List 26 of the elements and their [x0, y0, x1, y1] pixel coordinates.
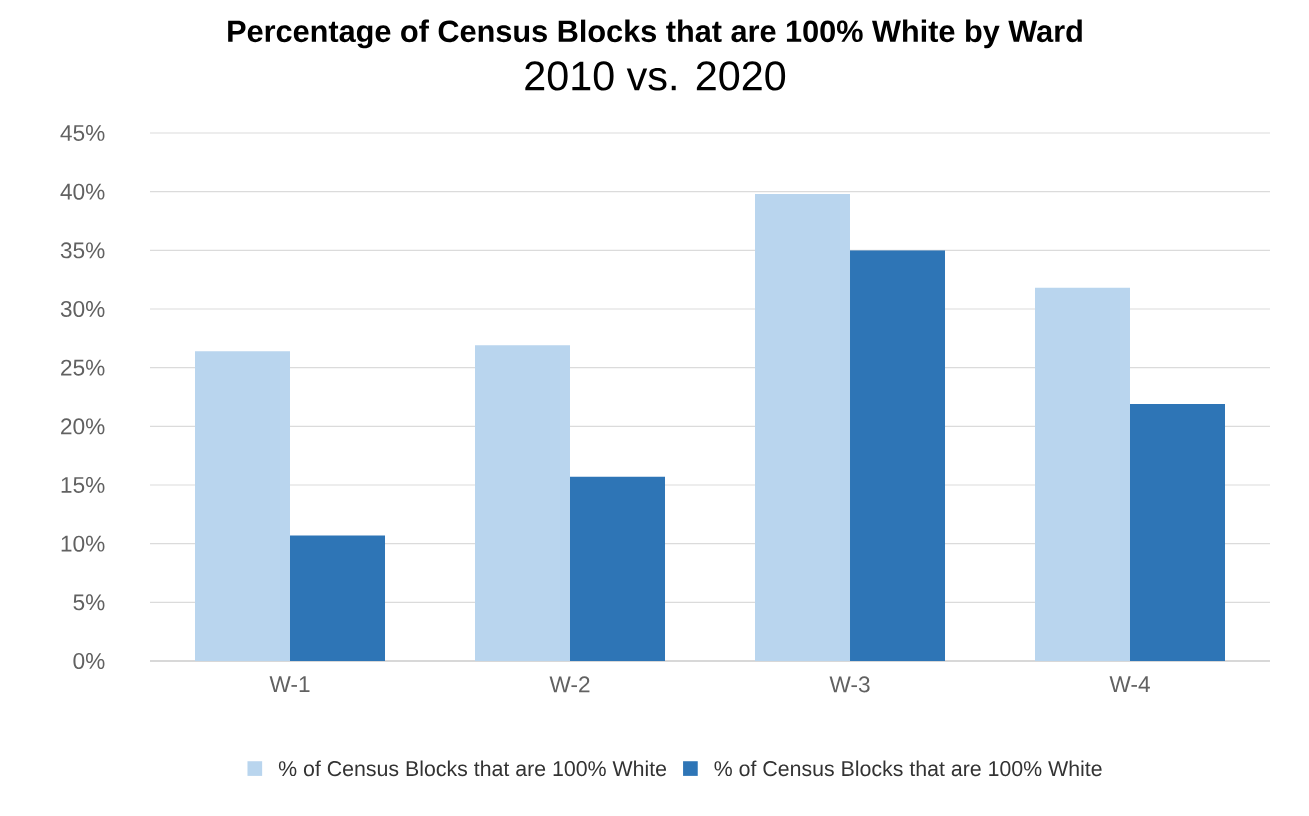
x-tick-label: W-4	[1109, 676, 1150, 692]
bar	[570, 476, 666, 661]
y-tick-label: 45%	[60, 125, 105, 141]
y-tick-label: 10%	[61, 535, 105, 552]
legend-label: % of Census Blocks that are 100% White	[714, 760, 1102, 777]
y-tick-label: 0%	[73, 652, 105, 670]
chart-subtitle: 2010 vs. 2020	[525, 61, 786, 91]
y-tick-label: 15%	[61, 477, 105, 493]
bar	[290, 535, 386, 661]
x-tick-label: W-3	[829, 676, 870, 693]
y-tick-label: 20%	[61, 418, 105, 435]
y-tick-label: 5%	[73, 594, 105, 611]
y-tick-label: 30%	[60, 300, 105, 318]
bar	[1035, 287, 1130, 661]
y-tick-label: 35%	[60, 242, 105, 259]
bar	[1130, 404, 1225, 661]
y-tick-label: 25%	[61, 359, 105, 376]
x-tick-label: W-1	[269, 676, 310, 692]
y-tick-label: 40%	[60, 183, 105, 200]
bar	[195, 351, 291, 661]
bar	[475, 345, 571, 661]
chart-title: Percentage of Census Blocks that are 100% White by Ward	[228, 19, 1082, 49]
legend-label: % of Census Blocks that are 100% White	[278, 760, 667, 777]
bar	[850, 250, 946, 661]
bar	[755, 194, 851, 661]
x-tick-label: W-2	[549, 676, 590, 693]
